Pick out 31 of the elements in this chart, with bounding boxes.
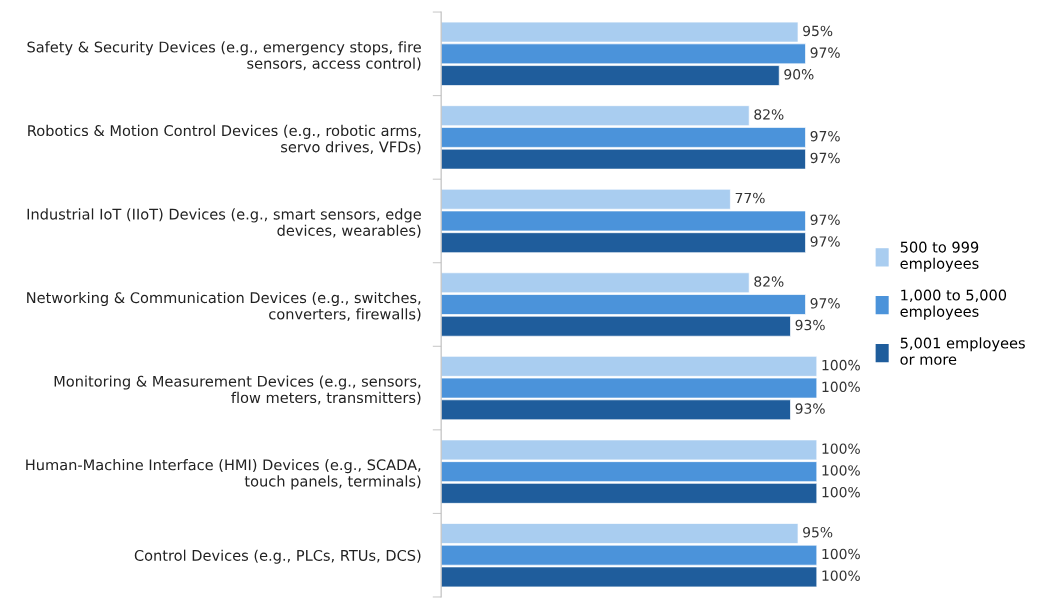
- data-label: 97%: [810, 236, 840, 247]
- data-label: 100%: [822, 548, 860, 560]
- data-label: 82%: [754, 276, 784, 287]
- y-tick-label: Human-Machine Interface (HMI) Devices (e.g., SCADA, touch panels, terminals): [26, 459, 421, 490]
- data-label: 100%: [822, 465, 860, 476]
- data-label: 97%: [810, 298, 840, 309]
- data-label: 97%: [810, 130, 840, 142]
- data-label: 97%: [810, 152, 840, 164]
- data-label: 97%: [810, 214, 840, 225]
- legend-label: 500 to 999 employees: [900, 241, 979, 272]
- data-label: 77%: [735, 192, 765, 204]
- data-label: 95%: [803, 526, 833, 538]
- y-tick-label: Robotics & Motion Control Devices (e.g., robotic arms, servo drives, VFDs): [28, 124, 421, 155]
- data-label: 90%: [784, 69, 814, 80]
- data-label: 100%: [822, 381, 860, 393]
- data-label: 93%: [795, 403, 825, 414]
- data-label: 100%: [822, 570, 860, 581]
- data-label: 100%: [822, 486, 860, 498]
- data-label: 100%: [822, 359, 860, 371]
- data-label: 100%: [822, 443, 860, 454]
- y-tick-label: Monitoring & Measurement Devices (e.g., sensors, flow meters, transmitters): [54, 375, 421, 405]
- legend-label: 1,000 to 5,000 employees: [900, 289, 1007, 320]
- y-tick-label: Networking & Communication Devices (e.g., switches, converters, firewalls): [27, 291, 421, 322]
- legend-label: 5,001 employees or more: [900, 337, 1025, 365]
- data-label: 93%: [795, 319, 825, 331]
- data-label: 95%: [803, 25, 833, 37]
- y-tick-label: Control Devices (e.g., PLCs, RTUs, DCS): [134, 549, 421, 564]
- data-label: 97%: [810, 47, 840, 58]
- y-tick-label: Safety & Security Devices (e.g., emergency stops, fire sensors, access control): [27, 41, 421, 71]
- y-tick-label: Industrial IoT (IIoT) Devices (e.g., smart sensors, edge devices, wearables): [27, 208, 421, 238]
- data-label: 82%: [754, 109, 784, 120]
